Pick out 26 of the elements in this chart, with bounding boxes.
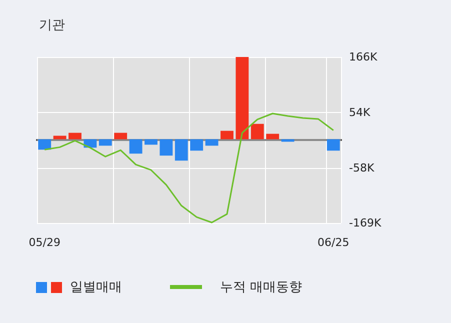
bar (190, 139, 204, 151)
line-series (44, 112, 334, 224)
x-tick-label: 05/29 (28, 236, 60, 249)
bar (160, 139, 173, 156)
legend-label: 일별매매 (70, 279, 122, 296)
bar (129, 139, 142, 154)
bar (53, 136, 66, 140)
bar (68, 132, 82, 140)
bar (114, 132, 128, 140)
y-tick-label: -169K (349, 216, 382, 230)
bar (236, 57, 249, 140)
y-tick-label: 166K (349, 50, 378, 64)
legend-label: 누적 매매동향 (220, 279, 302, 296)
bar (250, 124, 264, 140)
bar (144, 139, 158, 145)
bar (98, 139, 112, 146)
bar (38, 139, 52, 150)
x-tick-label: 06/25 (318, 236, 350, 249)
y-tick-label: -58K (349, 161, 375, 174)
chart-title: 기관 (39, 18, 65, 33)
bar (220, 130, 234, 140)
bar (174, 139, 188, 161)
y-tick-label: 54K (349, 106, 371, 119)
bar (326, 139, 340, 151)
bar (205, 139, 218, 146)
bar (266, 134, 280, 140)
